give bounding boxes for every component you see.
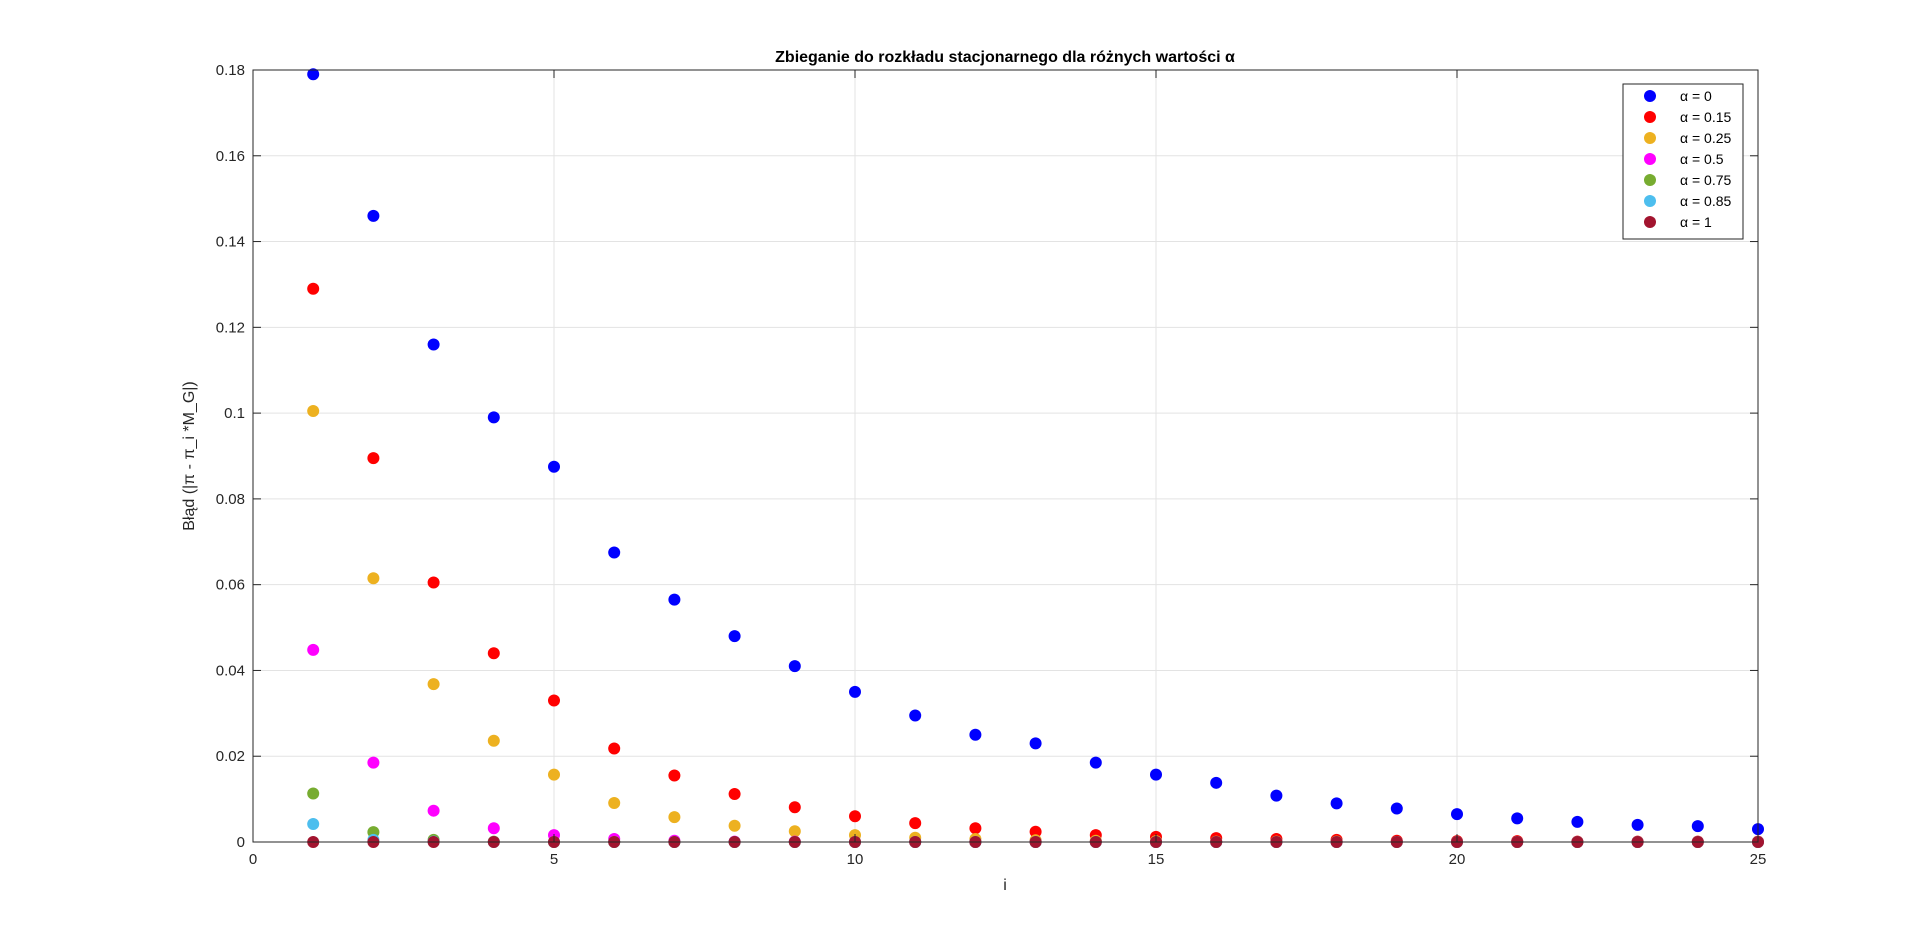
- data-point: [608, 796, 621, 809]
- data-point: [668, 593, 681, 606]
- legend-marker: [1644, 153, 1656, 165]
- data-point: [788, 801, 801, 814]
- y-tick-label: 0.18: [216, 62, 245, 79]
- data-point: [427, 338, 440, 351]
- data-point: [1029, 825, 1042, 838]
- data-point: [788, 825, 801, 838]
- legend-label: α = 1: [1680, 214, 1712, 230]
- x-tick-label: 0: [249, 851, 257, 868]
- data-point: [427, 804, 440, 817]
- legend-marker: [1644, 90, 1656, 102]
- data-point: [849, 810, 861, 823]
- legend-label: α = 0.15: [1680, 109, 1732, 125]
- data-point: [487, 734, 500, 747]
- data-point: [1089, 756, 1102, 769]
- data-point: [307, 817, 320, 830]
- data-point: [367, 756, 380, 769]
- data-point: [367, 209, 380, 222]
- data-point: [1270, 789, 1283, 802]
- data-point: [1631, 818, 1644, 831]
- legend-label: α = 0.25: [1680, 130, 1732, 146]
- y-tick-label: 0.14: [216, 234, 245, 251]
- data-point: [307, 282, 320, 295]
- data-point: [608, 546, 621, 559]
- chart-title: Zbieganie do rozkładu stacjonarnego dla …: [775, 49, 1235, 66]
- data-point: [1330, 797, 1343, 810]
- data-point: [788, 660, 801, 673]
- legend-box: [1622, 83, 1744, 240]
- y-axis-label: Błąd (|π - π_i *M_G|): [181, 381, 198, 531]
- data-point: [548, 694, 560, 707]
- data-point: [1451, 808, 1463, 821]
- data-point: [1150, 768, 1162, 781]
- x-tick-label: 25: [1750, 851, 1767, 868]
- data-point: [728, 630, 741, 643]
- data-point: [668, 769, 681, 782]
- data-point: [728, 819, 741, 832]
- legend-label: α = 0.75: [1680, 172, 1732, 188]
- plot-background: [253, 70, 1758, 842]
- data-point: [487, 647, 500, 660]
- y-tick-label: 0.02: [216, 748, 245, 765]
- data-point: [1571, 815, 1584, 828]
- legend-marker: [1644, 195, 1656, 207]
- x-axis-label: i: [1003, 877, 1007, 894]
- data-point: [548, 768, 560, 781]
- x-tick-label: 15: [1148, 851, 1165, 868]
- data-point: [427, 678, 440, 691]
- data-point: [1390, 802, 1403, 815]
- data-point: [909, 817, 922, 830]
- data-point: [427, 576, 440, 589]
- legend-marker: [1644, 216, 1656, 228]
- legend: α = 0 α = 0.15 α = 0.25 α = 0.5 α = 0.75 α = …: [1622, 83, 1744, 240]
- y-tick-label: 0.1: [224, 405, 245, 422]
- legend-label: α = 0: [1680, 88, 1712, 104]
- series-0: [307, 68, 1764, 836]
- series-layer: [307, 68, 1764, 848]
- data-point: [487, 822, 500, 835]
- data-point: [1210, 776, 1223, 789]
- data-point: [1691, 820, 1704, 833]
- y-tick-label: 0.04: [216, 662, 245, 679]
- plot-frame: [252, 69, 1759, 843]
- legend-label: α = 0.5: [1680, 151, 1724, 167]
- y-tick-label: 0.08: [216, 491, 245, 508]
- data-point: [307, 643, 320, 656]
- data-point: [307, 68, 320, 81]
- data-point: [1029, 737, 1042, 750]
- legend-label: α = 0.85: [1680, 193, 1732, 209]
- data-point: [849, 685, 861, 698]
- grid: [253, 70, 1758, 842]
- legend-marker: [1644, 132, 1656, 144]
- legend-marker: [1644, 111, 1656, 123]
- data-point: [307, 787, 320, 800]
- x-tick-label: 5: [550, 851, 558, 868]
- data-point: [969, 728, 982, 741]
- data-point: [668, 811, 681, 824]
- data-point: [1511, 812, 1524, 825]
- data-point: [367, 572, 380, 585]
- data-point: [548, 460, 560, 473]
- y-tick-label: 0: [237, 834, 245, 851]
- y-tick-label: 0.16: [216, 148, 245, 165]
- legend-marker: [1644, 174, 1656, 186]
- x-tick-label: 10: [847, 851, 864, 868]
- data-point: [728, 787, 741, 800]
- data-point: [307, 404, 320, 417]
- x-tick-label: 20: [1449, 851, 1466, 868]
- ticks: 0 5 10 15 20 25 0 0.02 0.04 0.06 0.08 0.1 0.12 0.14 0.…: [216, 62, 1767, 868]
- data-point: [909, 709, 922, 722]
- data-point: [969, 822, 982, 835]
- data-point: [367, 452, 380, 465]
- y-tick-label: 0.12: [216, 319, 245, 336]
- y-tick-label: 0.06: [216, 577, 245, 594]
- data-point: [487, 411, 500, 424]
- data-point: [608, 742, 621, 755]
